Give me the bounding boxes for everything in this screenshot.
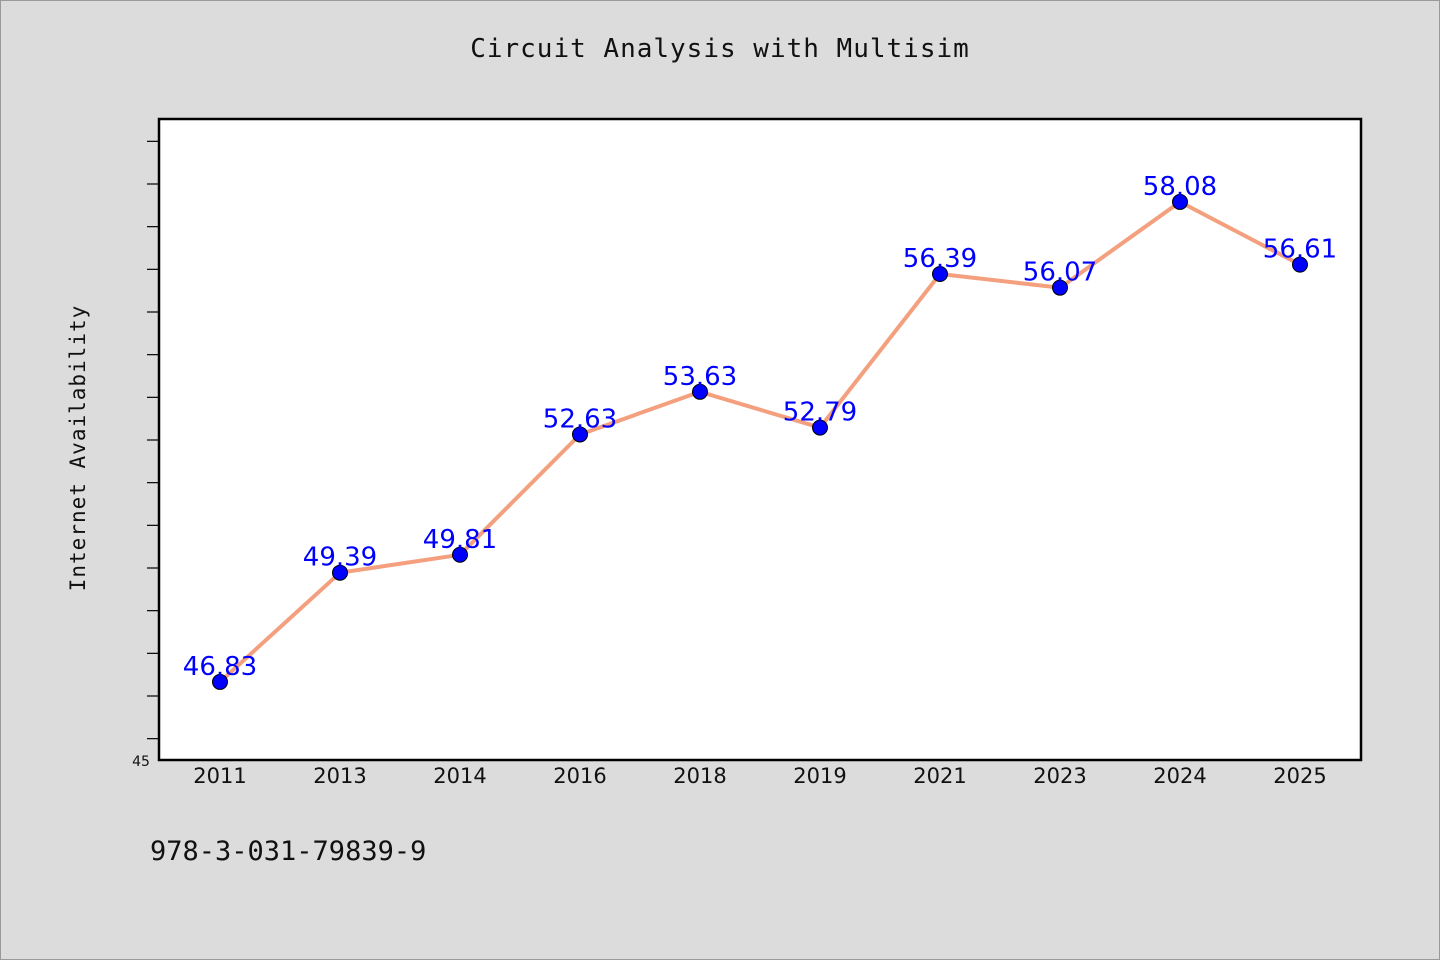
data-label: 58.08 (1143, 172, 1217, 202)
isbn-text: 978-3-031-79839-9 (150, 836, 427, 867)
y-tick-label: 45 (132, 754, 150, 770)
data-label: 53.63 (663, 362, 737, 392)
data-point (1292, 256, 1308, 273)
chart-title: Circuit Analysis with Multisim (470, 34, 970, 64)
data-label: 56.07 (1023, 258, 1097, 288)
x-tick-label: 2013 (313, 764, 366, 788)
series-line (218, 199, 1301, 684)
data-labels: 46.83 49.39 49.81 52.63 53.63 52.79 56.39 56.07… (183, 172, 1337, 682)
data-label: 46.83 (183, 652, 257, 682)
data-label: 49.81 (423, 525, 497, 555)
data-label: 49.39 (303, 543, 377, 573)
x-tick-label: 2021 (913, 764, 966, 788)
x-tick-label: 2011 (193, 764, 246, 788)
data-point (1052, 279, 1068, 296)
data-point (212, 673, 228, 690)
data-label: 56.61 (1263, 235, 1337, 265)
data-label: 56.39 (903, 244, 977, 274)
data-point (692, 383, 708, 400)
x-axis-tick-labels: 2011 2013 2014 2016 2018 2019 2021 2023 2024 2025 (193, 764, 1326, 788)
series-markers (212, 193, 1308, 690)
y-axis-ticks (147, 140, 159, 740)
data-point (812, 419, 828, 436)
x-tick-label: 2024 (1153, 764, 1206, 788)
x-tick-label: 2016 (553, 764, 606, 788)
x-tick-label: 2018 (673, 764, 726, 788)
x-tick-label: 2019 (793, 764, 846, 788)
data-point (332, 564, 348, 581)
data-point (932, 266, 948, 283)
data-label: 52.63 (543, 404, 617, 434)
data-point (452, 546, 468, 563)
x-tick-label: 2025 (1273, 764, 1326, 788)
data-label: 52.79 (783, 398, 857, 428)
x-tick-label: 2023 (1033, 764, 1086, 788)
data-point (1172, 193, 1188, 210)
data-point (572, 426, 588, 443)
plot-area (157, 117, 1363, 762)
x-tick-label: 2014 (433, 764, 486, 788)
